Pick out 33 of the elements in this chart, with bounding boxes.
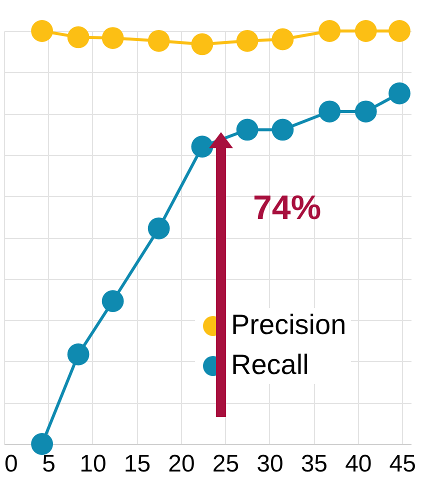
x-tick-label: 40 <box>345 450 372 478</box>
point <box>148 30 170 52</box>
x-tick-label: 10 <box>80 450 106 478</box>
x-tick-label: 45 <box>389 450 416 478</box>
point <box>236 30 258 52</box>
x-tick-label: 25 <box>212 450 240 478</box>
point <box>31 433 53 455</box>
point <box>354 100 377 122</box>
point <box>236 118 258 141</box>
point <box>148 217 170 240</box>
point <box>67 26 90 48</box>
point <box>102 290 124 312</box>
point <box>102 27 124 49</box>
point <box>272 28 294 50</box>
x-tick-label: 20 <box>168 450 195 478</box>
point <box>31 20 53 42</box>
point <box>388 20 410 42</box>
point <box>191 136 214 158</box>
point <box>354 20 377 42</box>
x-tick-label: 15 <box>124 450 151 478</box>
x-tick-label: 30 <box>256 450 284 478</box>
point <box>318 20 341 42</box>
x-tick-label: 0 <box>4 450 18 478</box>
point <box>272 118 294 141</box>
x-tick-label: 35 <box>300 450 328 478</box>
point <box>67 343 90 366</box>
legend-label: Recall <box>231 349 309 380</box>
point <box>318 100 341 122</box>
legend-label: Precision <box>231 309 346 340</box>
point <box>191 33 214 56</box>
annotation: 74% <box>253 188 322 227</box>
point <box>388 82 410 104</box>
x-tick-label: 5 <box>42 450 56 478</box>
